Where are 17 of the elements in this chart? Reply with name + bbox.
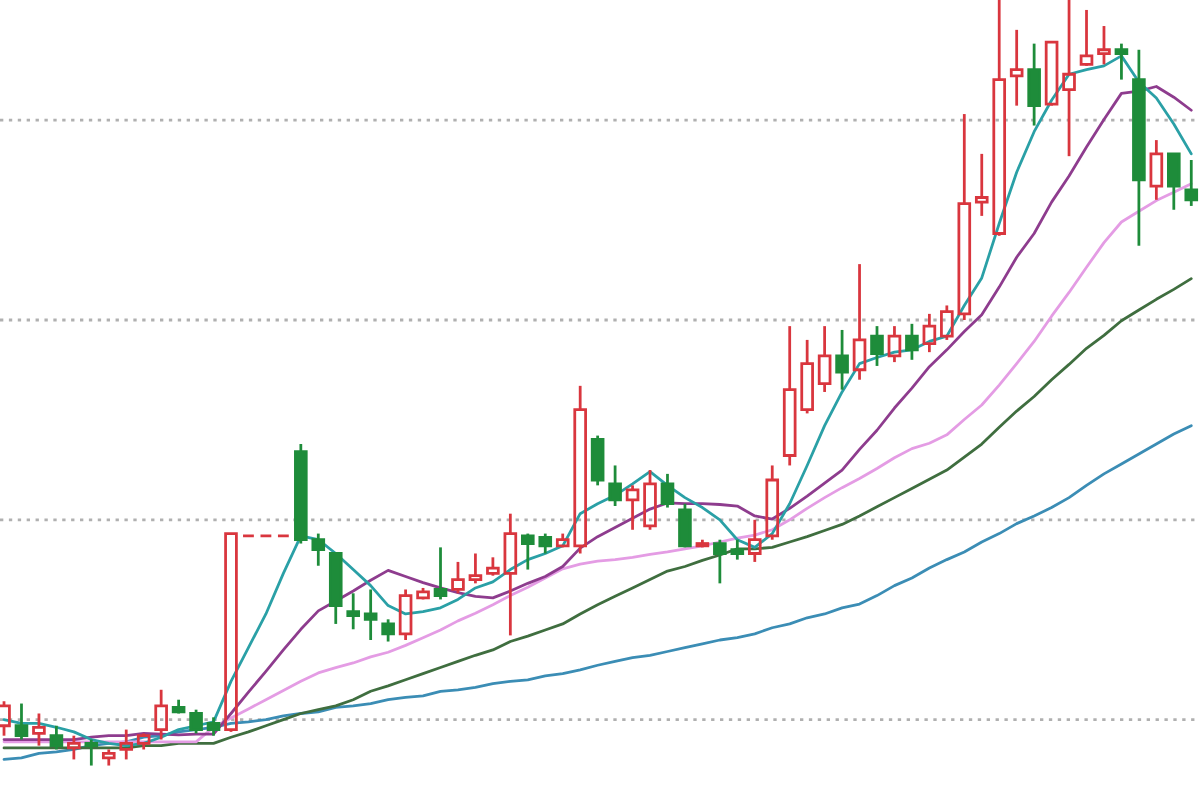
candlestick: [1167, 152, 1181, 212]
candlestick: [922, 312, 937, 354]
candlestick: [1149, 138, 1164, 202]
candlestick: [346, 591, 361, 631]
candlestick: [381, 617, 395, 643]
candlestick: [503, 512, 518, 637]
candlestick: [1062, 0, 1076, 158]
candlestick: [363, 588, 378, 642]
candlestick: [1027, 42, 1041, 127]
candlestick: [747, 518, 762, 564]
candlestick: [852, 262, 867, 382]
candlestick: [817, 324, 832, 394]
candlestick: [1009, 28, 1024, 108]
candlestick: [625, 483, 640, 532]
candlestick: [154, 688, 168, 741]
candlestick: [1132, 48, 1146, 248]
candlestick: [328, 552, 343, 626]
